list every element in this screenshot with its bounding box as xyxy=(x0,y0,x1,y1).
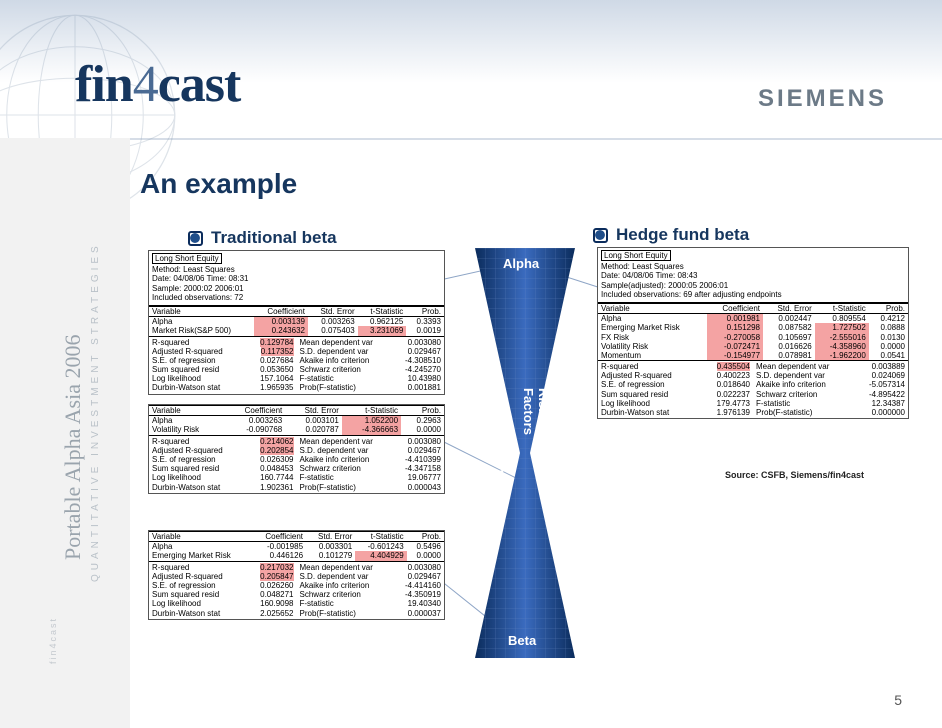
hourglass-top-label: Alpha xyxy=(503,256,539,271)
hourglass-left-label: Agility xyxy=(493,438,508,478)
hourglass-bottom-label: Beta xyxy=(508,633,536,648)
regression-panel-trad-3: VariableCoefficientStd. Errort-Statistic… xyxy=(148,530,445,620)
hourglass-icon xyxy=(475,248,575,658)
page-number: 5 xyxy=(894,692,902,708)
source-note: Source: CSFB, Siemens/fin4cast xyxy=(725,470,864,480)
regression-panel-hedge: Long Short EquityMethod: Least SquaresDa… xyxy=(597,247,909,419)
regression-panel-trad-1: Long Short EquityMethod: Least SquaresDa… xyxy=(148,250,445,395)
regression-panel-trad-2: VariableCoefficientStd. Errort-Statistic… xyxy=(148,404,445,494)
hourglass-diagram: Alpha Beta Agility Risk Factors xyxy=(475,248,575,658)
hourglass-right-label: Risk Factors xyxy=(521,388,551,435)
